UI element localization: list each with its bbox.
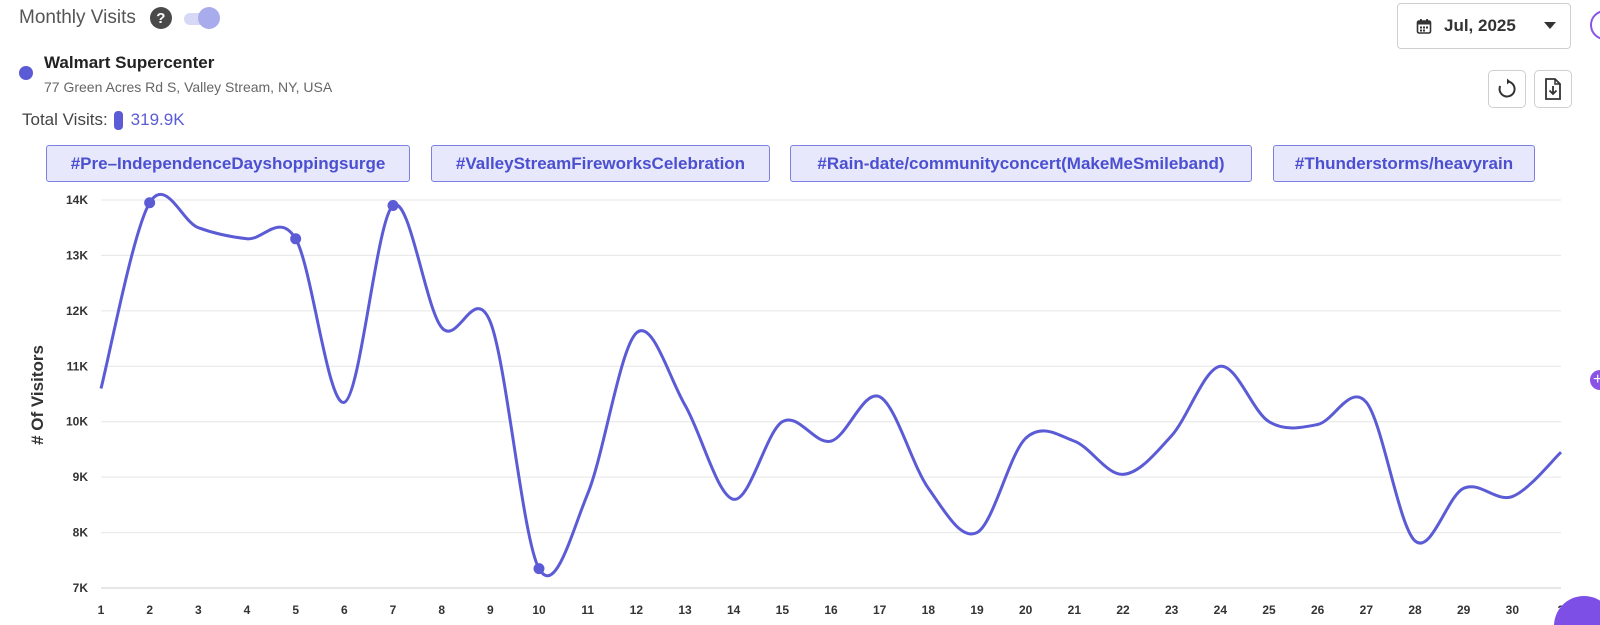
widget-header: Monthly Visits ? <box>19 4 220 32</box>
x-tick-label: 16 <box>824 603 838 617</box>
x-tick-label: 11 <box>581 603 594 617</box>
location-name: Walmart Supercenter <box>44 53 215 72</box>
y-tick-label: 13K <box>66 248 88 262</box>
x-tick-label: 18 <box>922 603 936 617</box>
month-picker-label: Jul, 2025 <box>1444 16 1516 35</box>
chevron-down-icon <box>1544 22 1556 29</box>
event-chip[interactable]: #ValleyStreamFireworksCelebration <box>431 145 770 182</box>
y-tick-label: 10K <box>66 415 88 429</box>
location-color-dot <box>19 66 33 80</box>
refresh-button[interactable] <box>1488 70 1526 108</box>
total-visits-label: Total Visits: <box>22 110 108 129</box>
calendar-icon <box>1416 19 1432 34</box>
total-visits-pill <box>113 110 123 130</box>
x-tick-label: 22 <box>1116 603 1130 617</box>
y-tick-label: 7K <box>73 581 89 595</box>
location-address: 77 Green Acres Rd S, Valley Stream, NY, … <box>44 79 333 95</box>
event-chip[interactable]: #Rain-date/communityconcert(MakeMeSmileb… <box>790 145 1252 182</box>
x-tick-label: 23 <box>1165 603 1179 617</box>
x-tick-label: 5 <box>292 603 299 617</box>
x-tick-label: 14 <box>727 603 741 617</box>
x-tick-label: 27 <box>1360 603 1374 617</box>
x-tick-label: 13 <box>678 603 692 617</box>
total-visits: Total Visits: 319.9K <box>22 110 185 130</box>
help-icon[interactable]: ? <box>149 7 172 29</box>
event-marker <box>144 197 156 209</box>
event-marker <box>290 233 302 245</box>
toggle-knob <box>197 7 220 29</box>
x-tick-label: 4 <box>244 603 251 617</box>
x-tick-label: 26 <box>1311 603 1325 617</box>
x-tick-label: 25 <box>1262 603 1276 617</box>
x-tick-label: 6 <box>341 603 348 617</box>
y-tick-label: 9K <box>73 470 89 484</box>
total-visits-value: 319.9K <box>130 110 185 129</box>
y-tick-label: 14K <box>66 193 88 207</box>
visits-toggle[interactable] <box>183 7 220 29</box>
x-tick-label: 15 <box>776 603 790 617</box>
x-tick-label: 24 <box>1214 603 1228 617</box>
event-marker <box>533 563 545 575</box>
refresh-icon <box>1498 78 1516 98</box>
x-tick-label: 19 <box>970 603 984 617</box>
x-tick-label: 8 <box>438 603 445 617</box>
x-tick-label: 1 <box>98 603 105 617</box>
x-tick-label: 28 <box>1408 603 1422 617</box>
x-tick-label: 9 <box>487 603 494 617</box>
x-tick-label: 30 <box>1506 603 1520 617</box>
y-tick-label: 12K <box>66 304 88 318</box>
x-tick-label: 2 <box>146 603 153 617</box>
add-icon[interactable]: + <box>1590 370 1600 390</box>
download-button[interactable] <box>1534 70 1572 108</box>
y-tick-label: 11K <box>67 359 89 373</box>
download-icon <box>1545 78 1561 100</box>
month-picker[interactable]: Jul, 2025 <box>1397 3 1571 49</box>
event-marker <box>387 200 399 212</box>
x-tick-label: 10 <box>532 603 546 617</box>
widget-title: Monthly Visits <box>19 7 136 28</box>
x-tick-label: 20 <box>1019 603 1033 617</box>
event-chip[interactable]: #Thunderstorms/heavyrain <box>1273 145 1535 182</box>
event-chip[interactable]: #Pre–IndependenceDayshoppingsurge <box>46 145 410 182</box>
x-tick-label: 3 <box>195 603 202 617</box>
x-tick-label: 29 <box>1457 603 1471 617</box>
x-tick-label: 21 <box>1068 603 1082 617</box>
x-tick-label: 12 <box>630 603 644 617</box>
series-line <box>99 193 1563 578</box>
x-tick-label: 17 <box>873 603 887 617</box>
x-tick-label: 7 <box>390 603 397 617</box>
y-tick-label: 8K <box>73 526 89 540</box>
